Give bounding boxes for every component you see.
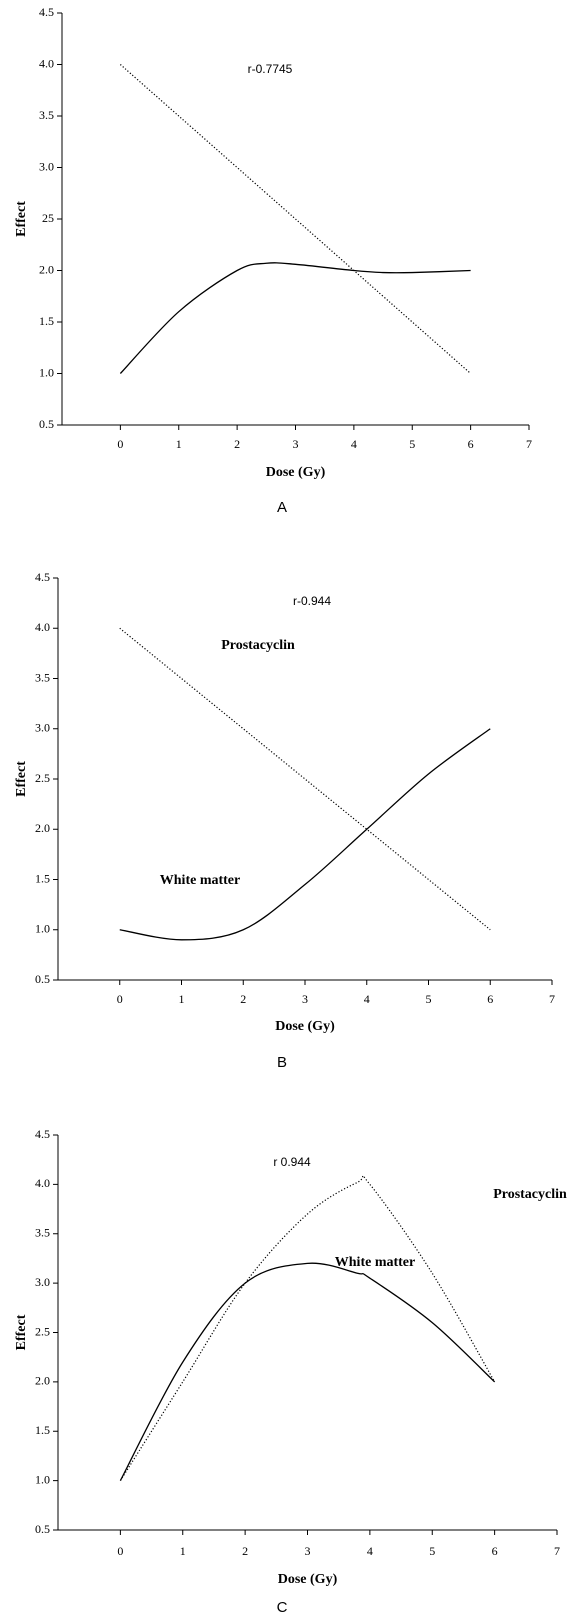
y-tick-label: 4.5 [35, 570, 50, 584]
x-tick-label: 1 [176, 437, 182, 451]
y-tick-label: 4.5 [35, 1127, 50, 1141]
series-line [119, 1175, 496, 1481]
y-tick-label: 25 [42, 211, 54, 225]
y-tick-label: 3.5 [35, 1226, 50, 1240]
series-line [119, 262, 471, 374]
y-tick-label: 1.0 [35, 1472, 50, 1486]
annotation: r 0.944 [273, 1155, 311, 1169]
series-label: Prostacyclin [493, 1187, 567, 1202]
series-line [119, 1262, 496, 1481]
y-tick-label: 4.0 [39, 56, 54, 70]
series-line [119, 728, 491, 941]
x-tick-label: 6 [487, 992, 493, 1006]
x-tick-label: 3 [293, 437, 299, 451]
y-tick-label: 0.5 [35, 972, 50, 986]
x-tick-label: 2 [240, 992, 246, 1006]
x-tick-label: 2 [234, 437, 240, 451]
x-axis-label: Dose (Gy) [266, 465, 326, 480]
x-tick-label: 4 [367, 1544, 373, 1558]
y-tick-label: 2.5 [35, 771, 50, 785]
y-tick-label: 3.5 [39, 108, 54, 122]
y-axis-label: Effect [14, 761, 29, 797]
x-tick-label: 6 [492, 1544, 498, 1558]
y-tick-label: 2.0 [35, 821, 50, 835]
series-label: White matter [335, 1255, 415, 1270]
x-tick-label: 5 [409, 437, 415, 451]
x-tick-label: 6 [468, 437, 474, 451]
x-tick-label: 0 [117, 992, 123, 1006]
panel-label: C [277, 1599, 288, 1615]
y-tick-label: 2.0 [39, 262, 54, 276]
x-tick-label: 1 [179, 992, 185, 1006]
annotation: r-0.944 [293, 594, 331, 608]
y-tick-label: 4.0 [35, 1176, 50, 1190]
x-tick-label: 4 [364, 992, 370, 1006]
x-tick-label: 7 [554, 1544, 560, 1558]
x-tick-label: 3 [302, 992, 308, 1006]
x-axis-label: Dose (Gy) [275, 1019, 335, 1034]
y-axis-label: Effect [14, 1314, 29, 1350]
series-label: White matter [160, 873, 240, 888]
panel-label: A [277, 499, 287, 516]
y-axis-label: Effect [14, 201, 29, 237]
x-tick-label: 4 [351, 437, 357, 451]
x-tick-label: 0 [117, 437, 123, 451]
y-tick-label: 3.0 [39, 159, 54, 173]
x-tick-label: 7 [549, 992, 555, 1006]
panel-label: B [277, 1054, 287, 1071]
series-label: Prostacyclin [221, 638, 295, 653]
y-tick-label: 3.5 [35, 670, 50, 684]
y-tick-label: 1.0 [39, 365, 54, 379]
y-tick-label: 4.5 [39, 5, 54, 19]
x-tick-label: 3 [305, 1544, 311, 1558]
y-tick-label: 3.0 [35, 721, 50, 735]
y-tick-label: 0.5 [35, 1522, 50, 1536]
x-tick-label: 7 [526, 437, 532, 451]
y-tick-label: 4.0 [35, 620, 50, 634]
y-tick-label: 2.5 [35, 1324, 50, 1338]
y-tick-label: 2.0 [35, 1374, 50, 1388]
y-tick-label: 0.5 [39, 417, 54, 431]
x-tick-label: 5 [426, 992, 432, 1006]
y-tick-label: 1.0 [35, 922, 50, 936]
x-tick-label: 0 [117, 1544, 123, 1558]
x-tick-label: 1 [180, 1544, 186, 1558]
x-tick-label: 5 [429, 1544, 435, 1558]
x-axis-label: Dose (Gy) [278, 1572, 338, 1587]
annotation: r-0.7745 [248, 62, 293, 76]
y-tick-label: 1.5 [39, 314, 54, 328]
y-tick-label: 1.5 [35, 1423, 50, 1437]
y-tick-label: 1.5 [35, 871, 50, 885]
series-line [119, 64, 472, 374]
x-tick-label: 2 [242, 1544, 248, 1558]
y-tick-label: 3.0 [35, 1275, 50, 1289]
